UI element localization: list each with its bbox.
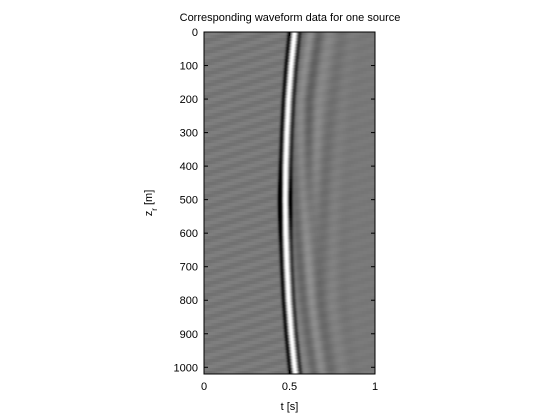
y-tick-label: 900 xyxy=(180,329,198,341)
y-tick-label: 0 xyxy=(192,27,198,39)
y-tick-label: 200 xyxy=(180,94,198,106)
x-tick-label: 0 xyxy=(201,381,207,393)
y-axis-title: zr [m] xyxy=(143,190,159,217)
x-tick-label: 1 xyxy=(372,381,378,393)
heatmap-image xyxy=(204,32,375,375)
y-tick-label: 700 xyxy=(180,262,198,274)
y-tick-label: 100 xyxy=(180,61,198,73)
y-tick-label: 400 xyxy=(180,161,198,173)
y-tick-label: 1000 xyxy=(174,362,198,374)
y-tick-label: 800 xyxy=(180,295,198,307)
x-axis-title: t [s] xyxy=(281,401,299,413)
y-tick-label: 600 xyxy=(180,228,198,240)
y-tick-label: 500 xyxy=(180,195,198,207)
x-tick-label: 0.5 xyxy=(282,381,297,393)
heatmap-rows xyxy=(204,32,375,375)
y-tick-label: 300 xyxy=(180,128,198,140)
y-axis-title-unit: [m] xyxy=(143,190,155,208)
chart-title: Corresponding waveform data for one sour… xyxy=(180,12,401,24)
